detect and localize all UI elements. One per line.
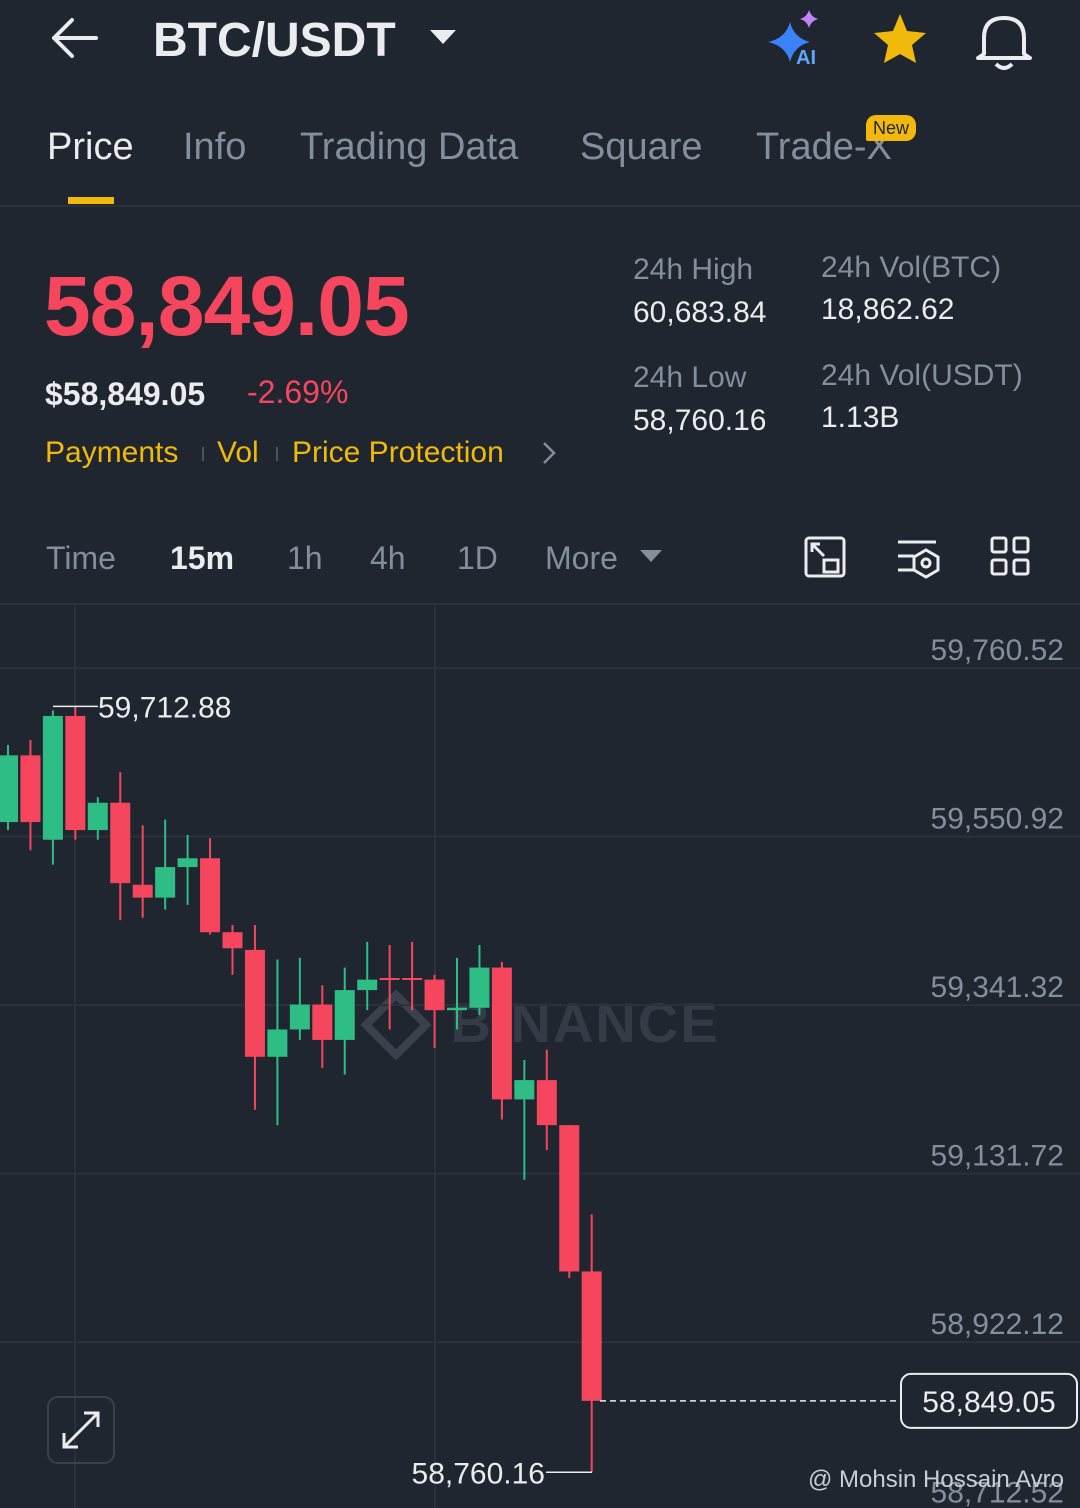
credit: @ Mohsin Hossain Avro <box>807 1466 1064 1493</box>
candle-body <box>424 979 445 1011</box>
candle-body <box>244 949 265 1057</box>
stat-value: 58,760.16 <box>633 404 767 437</box>
ai-button[interactable]: AI <box>768 10 818 69</box>
tab[interactable]: Square <box>580 126 703 168</box>
tab-indicator <box>68 197 114 204</box>
pair-title[interactable]: BTC/USDT <box>153 14 396 67</box>
candle-body <box>581 1271 602 1401</box>
candle-body <box>65 715 86 831</box>
candle-body <box>402 978 423 981</box>
low-marker-label: 58,760.16 <box>412 1457 545 1490</box>
candle-body <box>447 1007 467 1011</box>
candle-body <box>379 978 400 981</box>
price-change: -2.69% <box>247 374 349 410</box>
candle-body <box>177 858 198 868</box>
y-tick-label: 58,922.12 <box>931 1308 1064 1341</box>
divider <box>0 603 1080 605</box>
pair-dropdown[interactable] <box>430 30 456 44</box>
candle-body <box>87 802 108 831</box>
candle-body <box>42 715 63 840</box>
chart-tools <box>804 536 1030 579</box>
alert-button[interactable] <box>976 16 1032 70</box>
divider <box>0 205 1080 207</box>
stat-value: 60,683.84 <box>633 296 767 329</box>
candle-body <box>20 755 41 823</box>
y-tick-label: 59,131.72 <box>931 1140 1064 1173</box>
tool-icon[interactable] <box>804 536 846 578</box>
high-marker-label: 59,712.88 <box>98 691 231 724</box>
candle-body <box>132 884 153 898</box>
new-badge: New <box>866 115 916 141</box>
expand-button[interactable] <box>46 1395 116 1465</box>
favorite-button[interactable] <box>874 14 926 63</box>
last-price-box <box>900 1372 1078 1429</box>
watermark: BINANCE <box>450 991 719 1054</box>
interval[interactable]: 1h <box>287 540 323 576</box>
usd-price: $58,849.05 <box>45 376 206 412</box>
interval: Time <box>46 540 116 576</box>
stat-value: 18,862.62 <box>821 293 955 326</box>
stat-value: 1.13B <box>821 401 900 434</box>
stat-label: 24h High <box>633 253 754 286</box>
candle-body <box>469 967 490 1008</box>
candle-body <box>0 755 18 823</box>
candle-body <box>267 1029 288 1057</box>
y-tick-label: 59,550.92 <box>931 803 1064 836</box>
y-tick-label: 59,760.52 <box>931 634 1064 667</box>
tab[interactable]: Info <box>183 126 247 168</box>
svg-text:AI: AI <box>796 47 816 69</box>
candle-body <box>155 867 176 898</box>
candle-body <box>514 1080 535 1100</box>
candle-body <box>491 967 512 1100</box>
last-price: 58,849.05 <box>44 259 410 353</box>
link[interactable]: Payments <box>45 436 179 469</box>
tool-icon[interactable] <box>898 540 940 579</box>
candle-body <box>357 979 378 991</box>
tab[interactable]: Price <box>47 126 134 168</box>
interval[interactable]: 1D <box>457 540 498 576</box>
interval[interactable]: 4h <box>370 540 406 576</box>
tool-icon[interactable] <box>990 536 1030 576</box>
interval[interactable]: More <box>545 540 618 576</box>
separator <box>276 447 278 461</box>
link[interactable]: Vol <box>217 436 259 469</box>
separator <box>202 447 204 461</box>
candle-body <box>559 1125 580 1272</box>
y-tick-label: 58,712.52 <box>931 1477 1064 1508</box>
stat-label: 24h Vol(USDT) <box>821 359 1023 392</box>
link[interactable]: Price Protection <box>292 436 504 469</box>
back-button[interactable] <box>52 18 98 58</box>
candle-body <box>289 1004 310 1030</box>
stat-label: 24h Low <box>633 361 747 394</box>
candle-body <box>312 1004 333 1040</box>
stat-label: 24h Vol(BTC) <box>821 251 1002 284</box>
watermark-logo <box>360 989 432 1061</box>
tab[interactable]: Trading Data <box>300 126 519 168</box>
more-dropdown[interactable] <box>638 548 664 564</box>
last-price-label: 58,849.05 <box>922 1386 1055 1419</box>
y-tick-label: 59,341.32 <box>931 971 1064 1004</box>
interval[interactable]: 15m <box>170 540 235 576</box>
candle-body <box>334 990 355 1040</box>
chevron[interactable] <box>540 440 560 466</box>
chart: BINANCE 59,760.52 59,550.92 59,341.32 59,13… <box>0 605 1080 1508</box>
candle-body <box>222 932 243 949</box>
candle-body <box>200 858 221 933</box>
candle-body <box>110 802 131 884</box>
candle-body <box>536 1080 557 1126</box>
header: BTC/USDT AI <box>52 10 1032 70</box>
